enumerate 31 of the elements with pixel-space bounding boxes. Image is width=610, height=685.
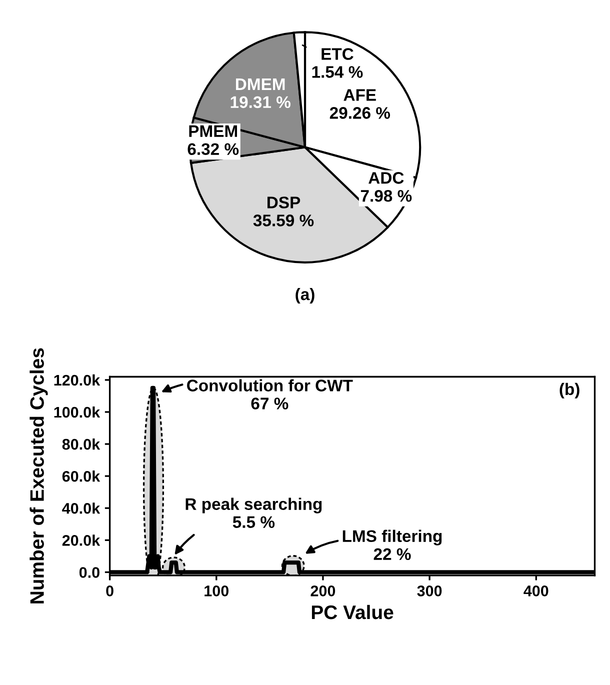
data-label: 1.54 % — [312, 66, 363, 78]
y-tick-label: 100.0k — [54, 406, 100, 418]
data-label: 19.31 % — [230, 96, 290, 108]
slice-label: DMEM — [236, 78, 285, 90]
slice-label: DSP — [268, 196, 300, 208]
x-tick-label: 300 — [417, 586, 442, 596]
x-tick-label: 400 — [524, 586, 548, 596]
x-tick-label: 0 — [106, 586, 114, 596]
text: (a) — [296, 288, 314, 304]
slice-label: ETC — [322, 48, 354, 60]
x-tick-label: 200 — [310, 586, 336, 596]
y-tick-label: 0.0 — [79, 567, 100, 578]
y-tick-label: 120.0k — [54, 374, 100, 386]
y-tick-label: 80.0k — [62, 438, 100, 450]
data-label: 7.98 % — [360, 190, 412, 202]
annotation: Convolution for CWT 67 % — [187, 379, 353, 410]
data-label: 35.59 % — [253, 214, 314, 226]
y-tick-label: 40.0k — [62, 502, 100, 514]
slice-label: AFE — [344, 89, 376, 101]
data-label: 6.32 % — [188, 143, 239, 156]
annotation: R peak searching 5.5 % — [186, 498, 322, 528]
y-tick-label: 60.0k — [62, 470, 100, 482]
x-tick-label: 100 — [204, 586, 229, 596]
y-tick-label: 20.0k — [62, 534, 100, 546]
chart-title: (b) — [560, 382, 580, 398]
slice-label: PMEM — [189, 125, 237, 137]
annotation: LMS filtering 22 % — [342, 530, 442, 560]
y-axis-title: Number of Executed Cycles — [30, 348, 48, 604]
slice-label: ADC — [368, 172, 404, 184]
data-label: 29.26 % — [330, 107, 390, 119]
x-axis-title: PC Value — [312, 604, 394, 620]
